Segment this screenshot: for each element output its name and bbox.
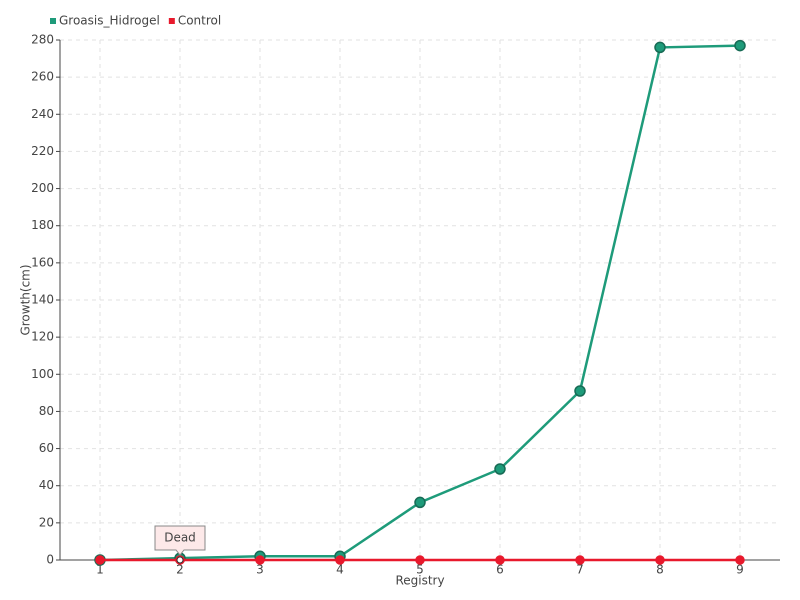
y-axis-label: Growth(cm) — [19, 264, 33, 335]
data-point — [654, 41, 666, 54]
x-tick-label: 5 — [416, 563, 424, 577]
y-tick-label: 80 — [39, 404, 54, 418]
y-tick-label: 200 — [31, 181, 54, 195]
data-point — [95, 555, 105, 565]
y-tick-label: 260 — [31, 70, 54, 84]
data-point — [735, 555, 745, 565]
data-point — [415, 555, 425, 565]
y-tick-label: 140 — [31, 293, 54, 307]
data-point — [495, 555, 505, 565]
y-tick-label: 60 — [39, 441, 54, 455]
data-point — [255, 555, 265, 565]
legend-label: Control — [178, 14, 221, 28]
y-tick-label: 100 — [31, 367, 54, 381]
x-tick-label: 3 — [256, 563, 264, 577]
annotation-box — [154, 525, 206, 556]
data-point — [414, 496, 426, 509]
x-tick-label: 7 — [576, 563, 584, 577]
data-point — [655, 555, 665, 565]
data-point — [734, 39, 746, 52]
data-point — [335, 555, 345, 565]
legend-swatch — [50, 18, 56, 24]
x-tick-label: 9 — [736, 563, 744, 577]
annotation-text: Dead — [164, 531, 196, 545]
y-tick-label: 180 — [31, 218, 54, 232]
data-point — [574, 385, 586, 397]
data-point — [494, 463, 506, 475]
x-tick-label: 4 — [336, 563, 344, 577]
y-tick-label: 20 — [39, 515, 54, 529]
y-tick-label: 280 — [31, 33, 54, 47]
y-tick-label: 220 — [31, 144, 54, 158]
legend-swatch — [168, 18, 175, 24]
legend-label: Groasis_Hidrogel — [59, 14, 160, 28]
y-tick-label: 160 — [31, 255, 54, 269]
x-tick-label: 2 — [176, 563, 184, 577]
x-tick-label: 1 — [96, 563, 104, 577]
y-tick-label: 240 — [31, 107, 54, 121]
x-tick-label: 6 — [496, 563, 504, 577]
x-tick-label: 8 — [656, 563, 664, 577]
annotation-marker — [176, 556, 184, 564]
data-point — [575, 555, 585, 565]
y-tick-label: 0 — [46, 553, 54, 567]
y-tick-label: 40 — [39, 478, 54, 492]
x-axis-label: Registry — [395, 574, 444, 588]
y-tick-label: 120 — [31, 330, 54, 344]
